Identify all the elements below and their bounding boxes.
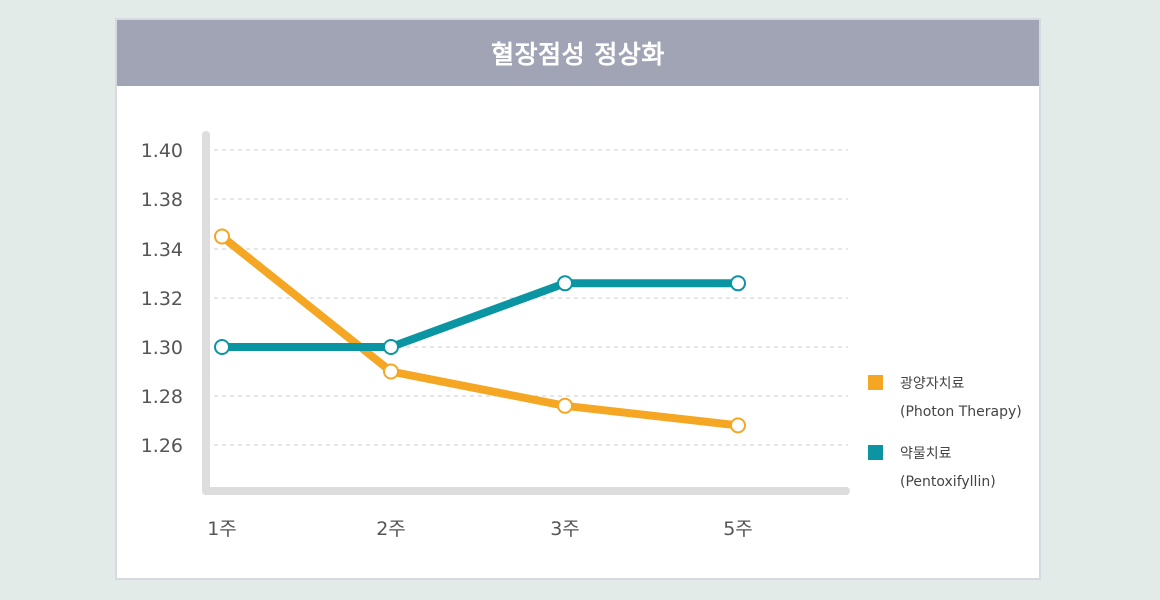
- chart-title: 혈장점성 정상화: [117, 20, 1039, 86]
- chart-card: 혈장점성 정상화: [115, 18, 1041, 580]
- y-tick-label: 1.34: [141, 239, 183, 261]
- x-tick-label: 5주: [723, 518, 753, 540]
- y-tick-label: 1.26: [141, 435, 183, 457]
- data-point: [557, 275, 573, 292]
- x-tick-label: 3주: [550, 518, 580, 540]
- series-line-1: [218, 279, 742, 351]
- data-point: [557, 397, 573, 414]
- legend-label: 약물치료: [900, 446, 952, 462]
- x-tick-label: 2주: [376, 518, 406, 540]
- y-tick-label: 1.28: [141, 386, 183, 408]
- y-tick-label: 1.30: [141, 337, 183, 359]
- series-line-0: [218, 232, 742, 430]
- legend-swatch: [868, 375, 883, 390]
- legend-sublabel: (Photon Therapy): [900, 404, 1022, 420]
- data-point: [214, 228, 230, 245]
- data-point: [214, 339, 230, 355]
- y-tick-label: 1.40: [141, 140, 183, 162]
- legend-sublabel: (Pentoxifyllin): [900, 474, 996, 490]
- data-point: [730, 275, 746, 292]
- y-tick-label: 1.38: [141, 189, 183, 211]
- data-point: [383, 363, 399, 380]
- data-point: [730, 417, 746, 434]
- legend-label: 광양자치료: [900, 376, 965, 392]
- x-tick-label: 1주: [207, 518, 237, 540]
- legend-swatch: [868, 445, 883, 460]
- y-tick-label: 1.32: [141, 288, 183, 310]
- data-point: [383, 339, 399, 355]
